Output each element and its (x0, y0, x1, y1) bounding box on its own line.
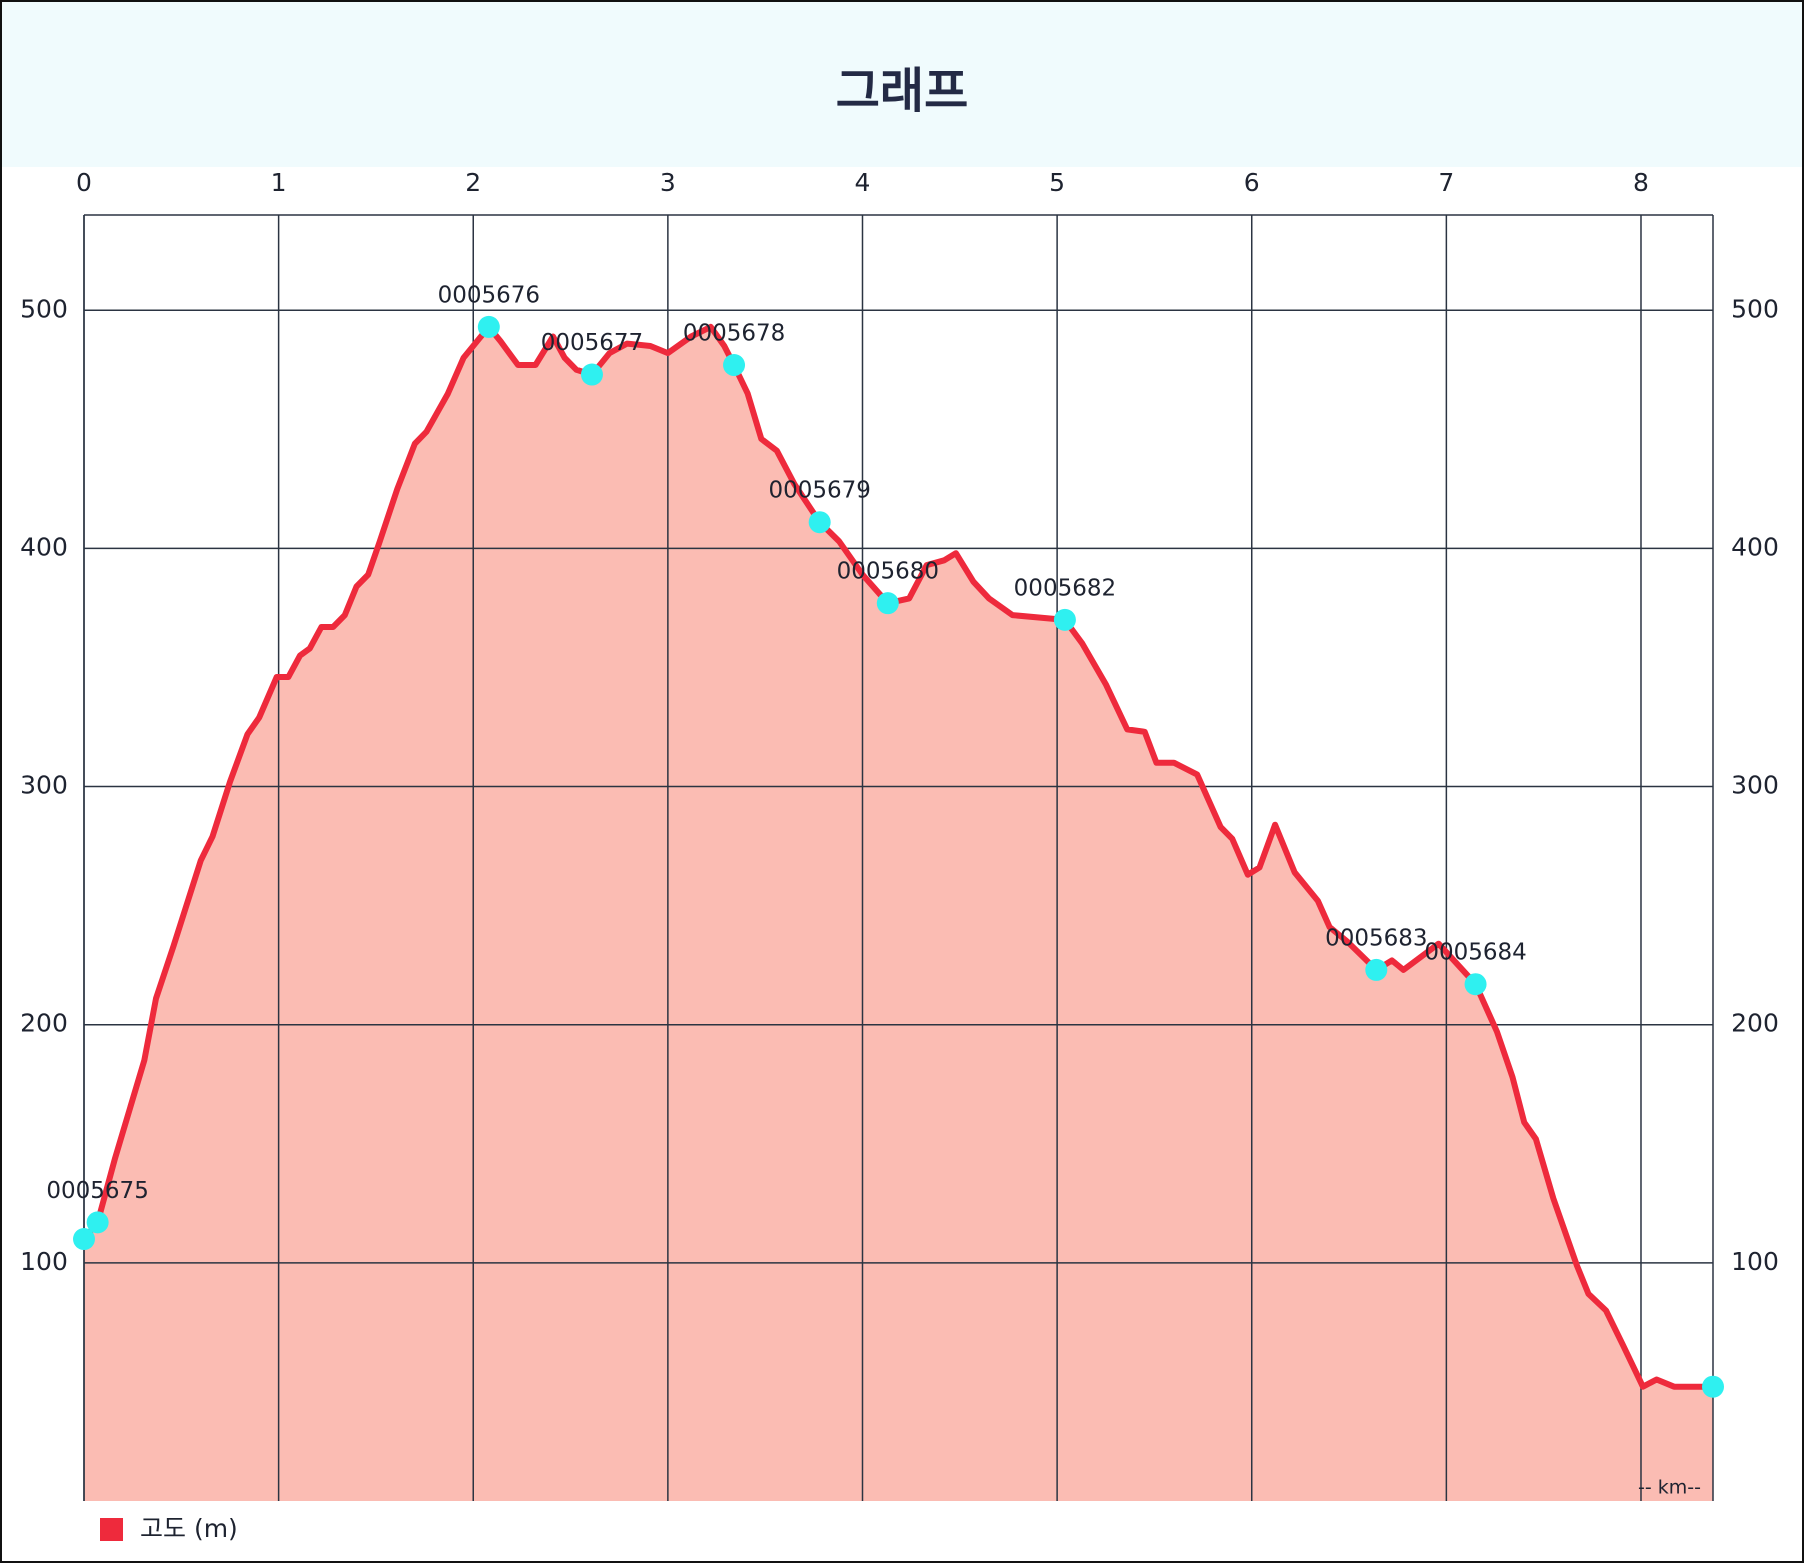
title-band (2, 2, 1802, 167)
x-tick-label: 2 (465, 168, 481, 197)
x-tick-label: 6 (1244, 168, 1260, 197)
y2-tick-label: 300 (1731, 771, 1779, 800)
waypoint-label: 0005678 (683, 321, 785, 347)
x-tick-label: 4 (855, 168, 871, 197)
x-tick-label: 8 (1633, 168, 1649, 197)
waypoint (1702, 1375, 1724, 1398)
waypoint (1053, 608, 1076, 631)
waypoint (723, 354, 746, 377)
waypoint-label: 0005677 (541, 330, 643, 356)
y2-tick-label: 100 (1731, 1247, 1779, 1276)
waypoint (86, 1211, 109, 1234)
waypoint-label: 0005676 (438, 282, 540, 308)
waypoint-label: 0005682 (1014, 575, 1116, 601)
x-axis-label: -- km-- (1638, 1477, 1701, 1499)
legend-swatch (100, 1518, 123, 1541)
x-tick-label: 0 (76, 168, 92, 197)
waypoint-label: 0005679 (768, 478, 870, 504)
chart-title: 그래프 (836, 63, 968, 119)
x-tick-label: 7 (1438, 168, 1454, 197)
area-fill (84, 326, 1713, 1501)
elevation-line (81, 323, 1713, 1390)
y-tick-label: 400 (20, 532, 68, 561)
y2-tick-label: 500 (1731, 294, 1779, 323)
y2-tick-label: 400 (1731, 532, 1779, 561)
y-tick-label: 200 (20, 1009, 68, 1038)
x-tick-label: 3 (660, 168, 676, 197)
waypoint-label: 0005683 (1325, 925, 1427, 951)
waypoint (808, 511, 831, 534)
waypoint (580, 363, 603, 386)
x-tick-label: 5 (1049, 168, 1065, 197)
y-tick-label: 500 (20, 294, 68, 323)
waypoint-label: 0005680 (837, 559, 939, 585)
waypoint (1365, 958, 1388, 981)
waypoint (1464, 973, 1487, 996)
x-tick-label: 1 (271, 168, 287, 197)
y-tick-label: 300 (20, 771, 68, 800)
waypoint-label: 0005684 (1424, 940, 1526, 966)
waypoint (876, 592, 899, 615)
waypoint-label: 0005675 (46, 1178, 148, 1204)
legend-label: 고도 (m) (140, 1514, 238, 1543)
y2-tick-label: 200 (1731, 1009, 1779, 1038)
waypoint (477, 315, 500, 338)
y-tick-label: 100 (20, 1247, 68, 1276)
waypoint (73, 1228, 95, 1251)
